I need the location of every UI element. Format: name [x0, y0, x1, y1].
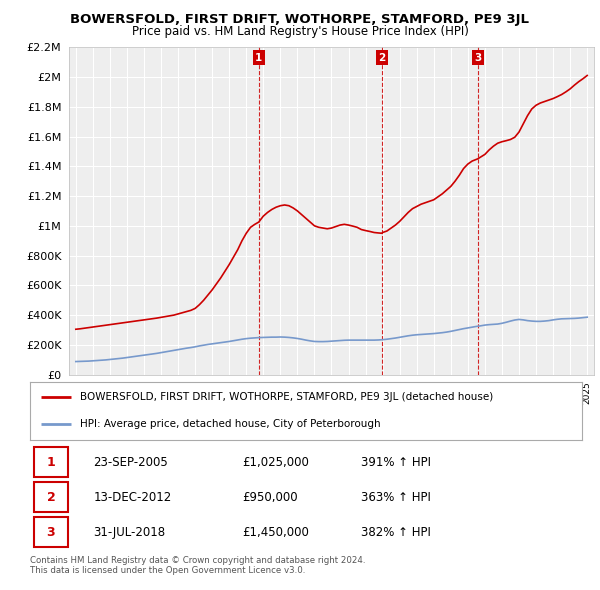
- Text: £1,450,000: £1,450,000: [242, 526, 310, 539]
- FancyBboxPatch shape: [34, 483, 68, 512]
- Text: HPI: Average price, detached house, City of Peterborough: HPI: Average price, detached house, City…: [80, 419, 380, 429]
- Text: 3: 3: [47, 526, 55, 539]
- Text: 2: 2: [47, 490, 55, 504]
- Text: 13-DEC-2012: 13-DEC-2012: [94, 490, 172, 504]
- Text: £950,000: £950,000: [242, 490, 298, 504]
- FancyBboxPatch shape: [34, 517, 68, 547]
- Text: Price paid vs. HM Land Registry's House Price Index (HPI): Price paid vs. HM Land Registry's House …: [131, 25, 469, 38]
- Text: BOWERSFOLD, FIRST DRIFT, WOTHORPE, STAMFORD, PE9 3JL (detached house): BOWERSFOLD, FIRST DRIFT, WOTHORPE, STAMF…: [80, 392, 493, 402]
- Text: 3: 3: [474, 53, 481, 63]
- Text: 23-SEP-2005: 23-SEP-2005: [94, 455, 168, 468]
- Text: Contains HM Land Registry data © Crown copyright and database right 2024.: Contains HM Land Registry data © Crown c…: [30, 556, 365, 565]
- Text: 1: 1: [255, 53, 262, 63]
- Text: 391% ↑ HPI: 391% ↑ HPI: [361, 455, 431, 468]
- FancyBboxPatch shape: [34, 447, 68, 477]
- Text: 31-JUL-2018: 31-JUL-2018: [94, 526, 166, 539]
- Text: 363% ↑ HPI: 363% ↑ HPI: [361, 490, 431, 504]
- Text: 1: 1: [47, 455, 55, 468]
- Text: BOWERSFOLD, FIRST DRIFT, WOTHORPE, STAMFORD, PE9 3JL: BOWERSFOLD, FIRST DRIFT, WOTHORPE, STAMF…: [71, 13, 530, 26]
- Text: 382% ↑ HPI: 382% ↑ HPI: [361, 526, 431, 539]
- Text: 2: 2: [378, 53, 385, 63]
- Text: £1,025,000: £1,025,000: [242, 455, 310, 468]
- Text: This data is licensed under the Open Government Licence v3.0.: This data is licensed under the Open Gov…: [30, 566, 305, 575]
